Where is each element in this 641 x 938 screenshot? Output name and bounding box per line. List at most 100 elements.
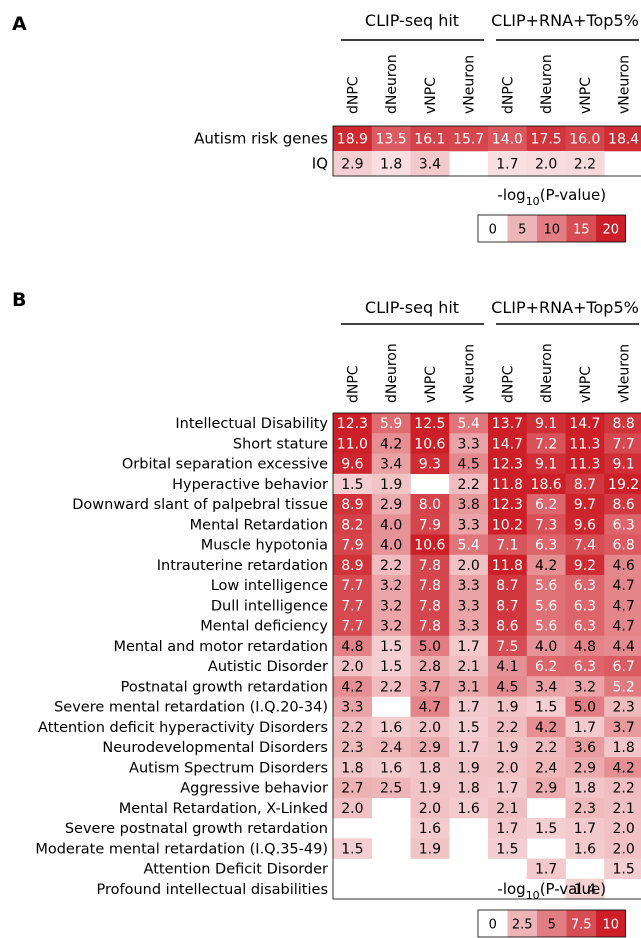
panel-b-cell <box>565 656 605 677</box>
panel-b-cell-value: 2.1 <box>496 801 518 817</box>
panel-b-cell-value: 3.3 <box>457 619 479 635</box>
panel-b-cell-value: 2.0 <box>341 801 363 817</box>
panel-b-cell <box>333 433 373 454</box>
panel-b-cell <box>449 777 489 799</box>
panel-a-cell-value: 2.2 <box>574 157 596 173</box>
panel-b-cell-value: 1.6 <box>457 801 479 817</box>
panel-b-cell <box>526 615 566 637</box>
panel-b-cell-value: 9.7 <box>574 497 596 513</box>
panel-b-cell-value: 2.0 <box>496 760 518 776</box>
panel-b-cell-value: 7.8 <box>419 558 441 574</box>
panel-b-cell-value: 6.3 <box>574 578 596 594</box>
panel-a-cell <box>333 126 373 152</box>
panel-b-cell-value: 2.5 <box>380 781 402 797</box>
panel-b-group-label-clip-rna: CLIP+RNA+Top5% <box>491 298 639 317</box>
panel-b-cell <box>410 615 450 637</box>
panel-b-cell <box>333 494 373 515</box>
panel-b-row-label: Low intelligence <box>211 578 328 594</box>
panel-a-legend-tick: 0 <box>489 223 497 238</box>
panel-a-cell-value: 2.0 <box>535 157 557 173</box>
panel-a-frame <box>332 125 641 177</box>
panel-b-cell-value: 3.3 <box>457 598 479 614</box>
panel-b-legend-frame <box>477 909 626 938</box>
panel-b-cell <box>333 797 373 819</box>
panel-b-cell-value: 5.0 <box>419 639 441 655</box>
panel-b-group-label-clip: CLIP-seq hit <box>365 298 459 317</box>
panel-a-cell <box>565 126 605 152</box>
panel-b-cell <box>333 635 373 657</box>
panel-b-row-label: Dull intelligence <box>211 598 328 614</box>
panel-b-cell-value: 7.7 <box>341 598 363 614</box>
panel-a-legend-tick: 10 <box>543 223 560 238</box>
panel-b-cell-value: 2.9 <box>380 497 402 513</box>
panel-b-cell-value: 11.8 <box>492 477 523 493</box>
panel-b-cell-value: 6.7 <box>612 659 634 675</box>
panel-b-cell-value: 18.6 <box>531 477 562 493</box>
panel-b-cell-value: 3.2 <box>574 679 596 695</box>
panel-b-cell <box>565 676 605 697</box>
panel-b-cell <box>410 494 450 515</box>
panel-b-cell-value: 7.1 <box>496 538 518 554</box>
panel-a-letter: A <box>12 13 27 35</box>
panel-b-cell-value: 6.8 <box>612 538 634 554</box>
panel-b-cell <box>371 534 411 556</box>
panel-b-cell <box>526 473 566 495</box>
panel-b-cell-value: 8.7 <box>574 477 596 493</box>
panel-b-cell <box>526 676 566 697</box>
panel-b-cell-value: 2.8 <box>419 659 441 675</box>
panel-b-cell <box>333 656 373 677</box>
panel-b-cell <box>410 757 450 778</box>
panel-b-row-label: Neurodevelopmental Disorders <box>102 740 328 756</box>
panel-a-cell <box>565 151 605 177</box>
panel-b-row-label: Mental Retardation <box>190 517 328 533</box>
panel-b-cell-value: 4.0 <box>380 538 402 554</box>
panel-b-legend: -log10(P-value) 0 2.5 5 7.5 10 <box>477 880 626 938</box>
panel-b-cell-value: 7.9 <box>419 517 441 533</box>
panel-b-cell-value: 3.3 <box>457 517 479 533</box>
panel-b-cell-value: 1.8 <box>457 781 479 797</box>
panel-b-cell-value: 6.3 <box>574 619 596 635</box>
panel-b-cell-value: 2.0 <box>612 821 634 837</box>
panel-b-cell-value: 7.4 <box>574 538 596 554</box>
panel-b-cell-value: 1.7 <box>574 821 596 837</box>
panel-b-cell <box>604 595 641 616</box>
panel-b-cell-value: 5.9 <box>380 416 402 432</box>
panel-b-cell-value: 8.7 <box>496 598 518 614</box>
panel-b-frame <box>332 412 641 900</box>
panel-b-cell <box>449 737 489 758</box>
panel-b-cell-value: 4.5 <box>457 457 479 473</box>
panel-b-cell-value: 7.9 <box>341 538 363 554</box>
panel-b-cell <box>488 716 528 738</box>
panel-b-cell <box>565 696 605 718</box>
panel-b-cell-value: 2.0 <box>457 558 479 574</box>
panel-a-legend-swatch <box>478 215 508 242</box>
panel-b-cell-value: 4.8 <box>341 639 363 655</box>
panel-b-cell-value: 1.7 <box>457 740 479 756</box>
panel-b-cell-value: 4.4 <box>612 639 634 655</box>
panel-b-cell <box>410 737 450 758</box>
panel-b-cell <box>526 635 566 657</box>
panel-b-cell <box>333 514 373 535</box>
panel-b-cell <box>604 696 641 718</box>
panel-b-cell <box>410 575 450 596</box>
panel-b-row-label: Autistic Disorder <box>208 659 328 675</box>
panel-a-cell-value: 13.5 <box>376 132 407 148</box>
panel-b-cell <box>333 615 373 637</box>
panel-b-cell <box>371 514 411 535</box>
panel-b-cell-value: 1.5 <box>341 841 363 857</box>
panel-b-cell-value: 1.9 <box>380 477 402 493</box>
panel-b-cell-value: 2.7 <box>341 781 363 797</box>
panel-b-cell-value: 11.0 <box>337 436 368 452</box>
panel-b-cell-value: 1.8 <box>341 760 363 776</box>
panel-b-cell-value: 7.7 <box>341 578 363 594</box>
panel-b-cell <box>410 716 450 738</box>
panel-b-cell-value: 7.8 <box>419 598 441 614</box>
panel-b-cell-value: 5.6 <box>535 578 557 594</box>
panel-b-row-label: Intellectual Disability <box>175 416 328 432</box>
panel-b-cell <box>410 554 450 576</box>
panel-b-cell <box>333 737 373 758</box>
panel-b-cell <box>565 818 605 839</box>
panel-b-cell-value: 12.3 <box>337 416 368 432</box>
panel-b-cell <box>488 656 528 677</box>
panel-a-column-label: dNeuron <box>384 54 400 114</box>
